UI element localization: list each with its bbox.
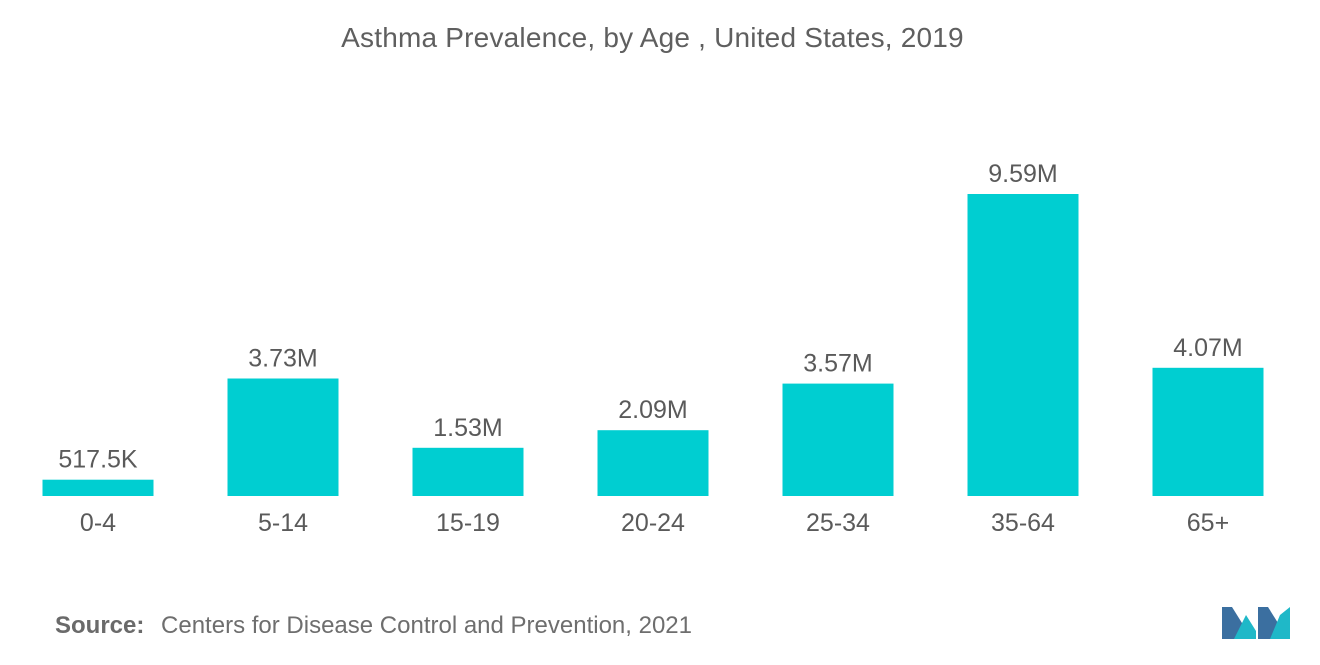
bar-5-14 <box>227 378 339 496</box>
mordor-intelligence-logo-icon <box>1222 607 1290 639</box>
bar-65+ <box>1152 367 1264 496</box>
data-label-25-34: 3.57M <box>803 350 872 378</box>
source-text: Centers for Disease Control and Preventi… <box>161 612 692 639</box>
source-label: Source: <box>55 612 145 639</box>
chart-title: Asthma Prevalence, by Age , United State… <box>341 22 964 53</box>
bar-25-34 <box>782 383 894 496</box>
data-label-20-24: 2.09M <box>618 396 687 424</box>
source-line: Source: Centers for Disease Control and … <box>55 612 692 640</box>
x-tick-label-35-64: 35-64 <box>991 509 1055 537</box>
data-label-5-14: 3.73M <box>248 345 317 373</box>
x-tick-label-15-19: 15-19 <box>436 509 500 537</box>
x-tick-label-0-4: 0-4 <box>80 509 116 537</box>
data-label-35-64: 9.59M <box>988 160 1057 188</box>
bar-15-19 <box>412 447 524 496</box>
x-tick-label-20-24: 20-24 <box>621 509 685 537</box>
bar-35-64 <box>967 194 1079 496</box>
bar-20-24 <box>597 430 709 496</box>
bar-0-4 <box>42 479 154 496</box>
data-label-65+: 4.07M <box>1173 334 1242 362</box>
x-tick-label-25-34: 25-34 <box>806 509 870 537</box>
data-label-0-4: 517.5K <box>58 446 138 474</box>
data-label-15-19: 1.53M <box>433 414 502 442</box>
x-tick-label-65+: 65+ <box>1187 509 1229 537</box>
x-tick-label-5-14: 5-14 <box>258 509 308 537</box>
